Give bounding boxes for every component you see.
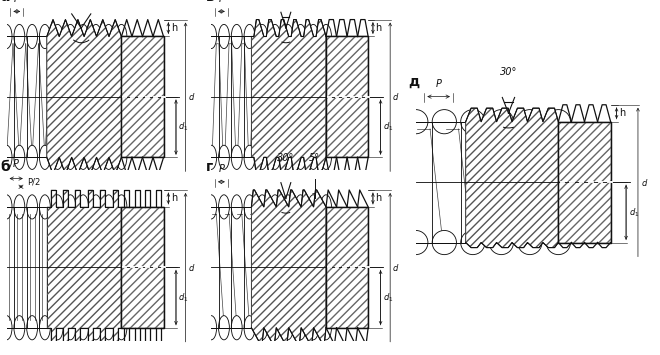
Text: д: д (409, 75, 420, 89)
Bar (121, 37, 164, 157)
Text: P: P (218, 164, 224, 174)
Text: P: P (13, 159, 19, 169)
Text: $d$: $d$ (188, 262, 195, 273)
Polygon shape (47, 190, 121, 345)
Bar (326, 207, 368, 328)
Bar (326, 37, 368, 157)
Bar (326, 207, 368, 328)
Polygon shape (251, 190, 326, 345)
Text: г: г (205, 160, 213, 174)
Text: а: а (1, 0, 11, 4)
Text: P: P (218, 0, 224, 4)
Text: P: P (436, 79, 442, 89)
Bar (121, 207, 164, 328)
Text: $d$: $d$ (393, 92, 400, 102)
Text: 30°: 30° (500, 67, 517, 77)
Bar (326, 37, 368, 157)
Text: $d$: $d$ (393, 262, 400, 273)
Text: h: h (171, 193, 177, 203)
Text: $d_1$: $d_1$ (383, 291, 393, 304)
Text: в: в (205, 0, 214, 4)
Polygon shape (466, 108, 558, 247)
Text: 5°: 5° (309, 153, 320, 163)
Text: $d_1$: $d_1$ (629, 206, 640, 219)
Text: $d$: $d$ (188, 92, 195, 102)
Text: 30°: 30° (277, 153, 294, 163)
Bar (121, 207, 164, 328)
Polygon shape (47, 20, 121, 174)
Bar (558, 122, 610, 242)
Bar (121, 37, 164, 157)
Bar (558, 122, 610, 242)
Bar (326, 37, 368, 157)
Polygon shape (251, 20, 326, 174)
Text: $d$: $d$ (641, 177, 648, 187)
Text: h: h (376, 193, 381, 203)
Text: P: P (14, 0, 20, 4)
Bar (326, 207, 368, 328)
Text: б: б (1, 160, 11, 174)
Text: $d_1$: $d_1$ (383, 121, 393, 133)
Text: P/2: P/2 (27, 177, 40, 186)
Bar (121, 37, 164, 157)
Bar (558, 122, 610, 242)
Text: h: h (620, 108, 626, 118)
Text: $d_1$: $d_1$ (178, 291, 189, 304)
Text: $d_1$: $d_1$ (178, 121, 189, 133)
Text: h: h (376, 23, 381, 33)
Bar (121, 207, 164, 328)
Text: h: h (171, 23, 177, 33)
